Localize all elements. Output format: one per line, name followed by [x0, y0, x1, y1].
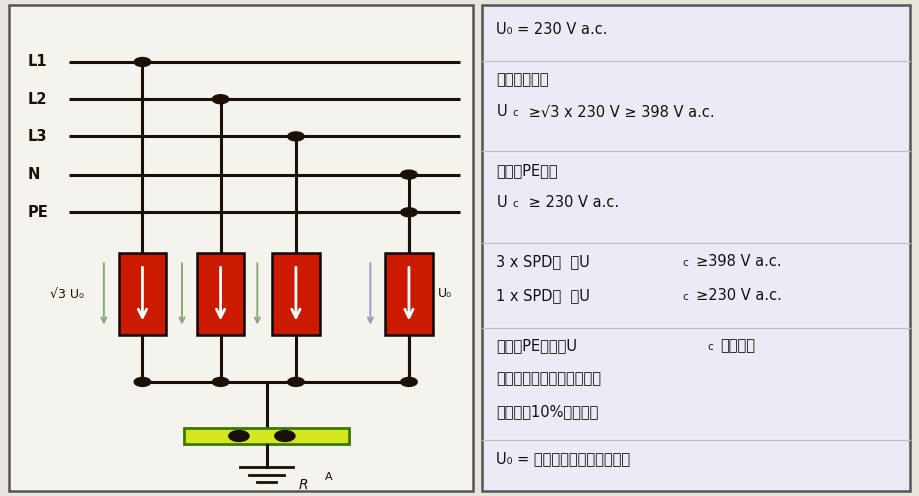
- Text: c: c: [513, 199, 518, 209]
- Text: PE: PE: [28, 205, 49, 220]
- Bar: [482, 5, 910, 491]
- Text: 中线对PE线：: 中线对PE线：: [496, 163, 558, 178]
- Text: 3 x SPD，  其U: 3 x SPD， 其U: [496, 254, 590, 269]
- Text: L3: L3: [28, 129, 47, 144]
- Text: U: U: [496, 104, 507, 119]
- Circle shape: [401, 208, 417, 217]
- Text: 不再考虑10%的偏差。: 不再考虑10%的偏差。: [496, 404, 598, 419]
- Text: ≥ 230 V a.c.: ≥ 230 V a.c.: [524, 195, 619, 210]
- Text: c: c: [683, 292, 688, 302]
- Text: 1 x SPD，  其U: 1 x SPD， 其U: [496, 288, 590, 303]
- Text: 值已经反: 值已经反: [720, 338, 755, 353]
- Text: ≥√3 x 230 V ≥ 398 V a.c.: ≥√3 x 230 V ≥ 398 V a.c.: [524, 104, 714, 119]
- Circle shape: [288, 377, 304, 386]
- Text: A: A: [324, 472, 332, 482]
- Circle shape: [275, 431, 295, 441]
- Circle shape: [134, 377, 151, 386]
- Bar: [9, 5, 473, 491]
- Bar: [119, 253, 166, 335]
- Text: 中线和PE之间的U: 中线和PE之间的U: [496, 338, 577, 353]
- Text: 映最不利的工作条件。因此: 映最不利的工作条件。因此: [496, 371, 601, 386]
- Bar: [272, 253, 320, 335]
- Text: 相线对中线：: 相线对中线：: [496, 72, 549, 87]
- Circle shape: [229, 431, 249, 441]
- Text: √3 U₀: √3 U₀: [50, 287, 84, 301]
- Bar: [385, 253, 433, 335]
- Circle shape: [401, 377, 417, 386]
- Text: ≥230 V a.c.: ≥230 V a.c.: [696, 288, 781, 303]
- Text: c: c: [708, 342, 713, 352]
- Text: L2: L2: [28, 92, 47, 107]
- Circle shape: [288, 132, 304, 141]
- Circle shape: [212, 95, 229, 104]
- Text: R: R: [299, 478, 308, 492]
- Text: U₀: U₀: [438, 287, 452, 301]
- Text: N: N: [28, 167, 40, 182]
- Text: U: U: [496, 195, 507, 210]
- Text: U₀ = 230 V a.c.: U₀ = 230 V a.c.: [496, 22, 607, 37]
- Text: c: c: [683, 258, 688, 268]
- Circle shape: [212, 377, 229, 386]
- Circle shape: [134, 58, 151, 66]
- Text: L1: L1: [28, 55, 47, 69]
- Text: ≥398 V a.c.: ≥398 V a.c.: [696, 254, 781, 269]
- Text: U₀ = 相线对地的交流标称电压: U₀ = 相线对地的交流标称电压: [496, 451, 630, 466]
- Bar: [184, 428, 349, 444]
- Bar: [197, 253, 244, 335]
- Text: c: c: [513, 108, 518, 118]
- Circle shape: [401, 170, 417, 179]
